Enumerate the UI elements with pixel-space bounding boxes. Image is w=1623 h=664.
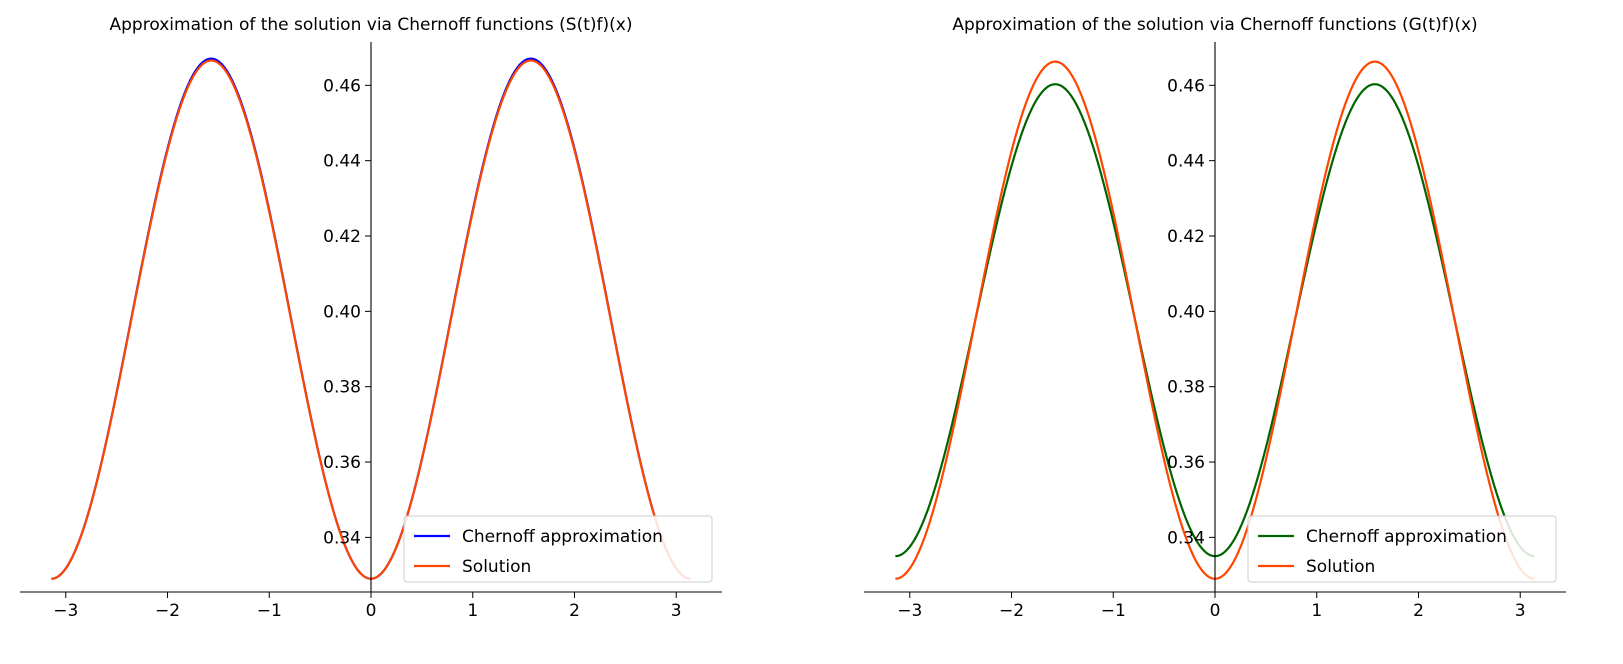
y-tick-label: 0.42 [1167,227,1205,247]
x-tick-label: −3 [897,601,922,621]
y-tick-label: 0.36 [323,453,361,473]
legend: Chernoff approximation Solution [1247,515,1557,583]
x-tick-label: 0 [366,601,377,621]
legend-label: Chernoff approximation [462,527,663,547]
x-tick-label: −3 [53,601,78,621]
y-tick-label: 0.34 [323,528,361,548]
y-tick-label: 0.44 [323,152,361,172]
x-tick-label: 3 [1515,601,1526,621]
legend: Chernoff approximation Solution [403,515,713,583]
chart-title: Approximation of the solution via Cherno… [952,15,1477,35]
x-tick-label: −1 [257,601,282,621]
y-tick-label: 0.46 [323,76,361,96]
y-tick-label: 0.42 [323,227,361,247]
y-tick-label: 0.40 [323,302,361,322]
y-tick-label: 0.34 [1167,528,1205,548]
legend-box [403,515,713,583]
chart-panel-g: Approximation of the solution via Cherno… [864,15,1566,621]
chart-title: Approximation of the solution via Cherno… [110,15,633,35]
x-tick-label: 2 [1413,601,1424,621]
x-tick-label: −1 [1101,601,1126,621]
y-tick-label: 0.46 [1167,76,1205,96]
chart-panel-s: Approximation of the solution via Cherno… [20,15,722,621]
legend-label: Solution [462,557,531,577]
y-tick-label: 0.38 [1167,378,1205,398]
legend-label: Chernoff approximation [1306,527,1507,547]
x-tick-label: 2 [569,601,580,621]
x-tick-label: 1 [1311,601,1322,621]
x-tick-label: −2 [155,601,180,621]
y-tick-label: 0.36 [1167,453,1205,473]
x-tick-label: 0 [1210,601,1221,621]
legend-box [1247,515,1557,583]
y-tick-label: 0.38 [323,378,361,398]
legend-label: Solution [1306,557,1375,577]
x-tick-label: 1 [467,601,478,621]
x-tick-label: −2 [999,601,1024,621]
y-tick-label: 0.40 [1167,302,1205,322]
y-tick-label: 0.44 [1167,152,1205,172]
x-tick-label: 3 [671,601,682,621]
